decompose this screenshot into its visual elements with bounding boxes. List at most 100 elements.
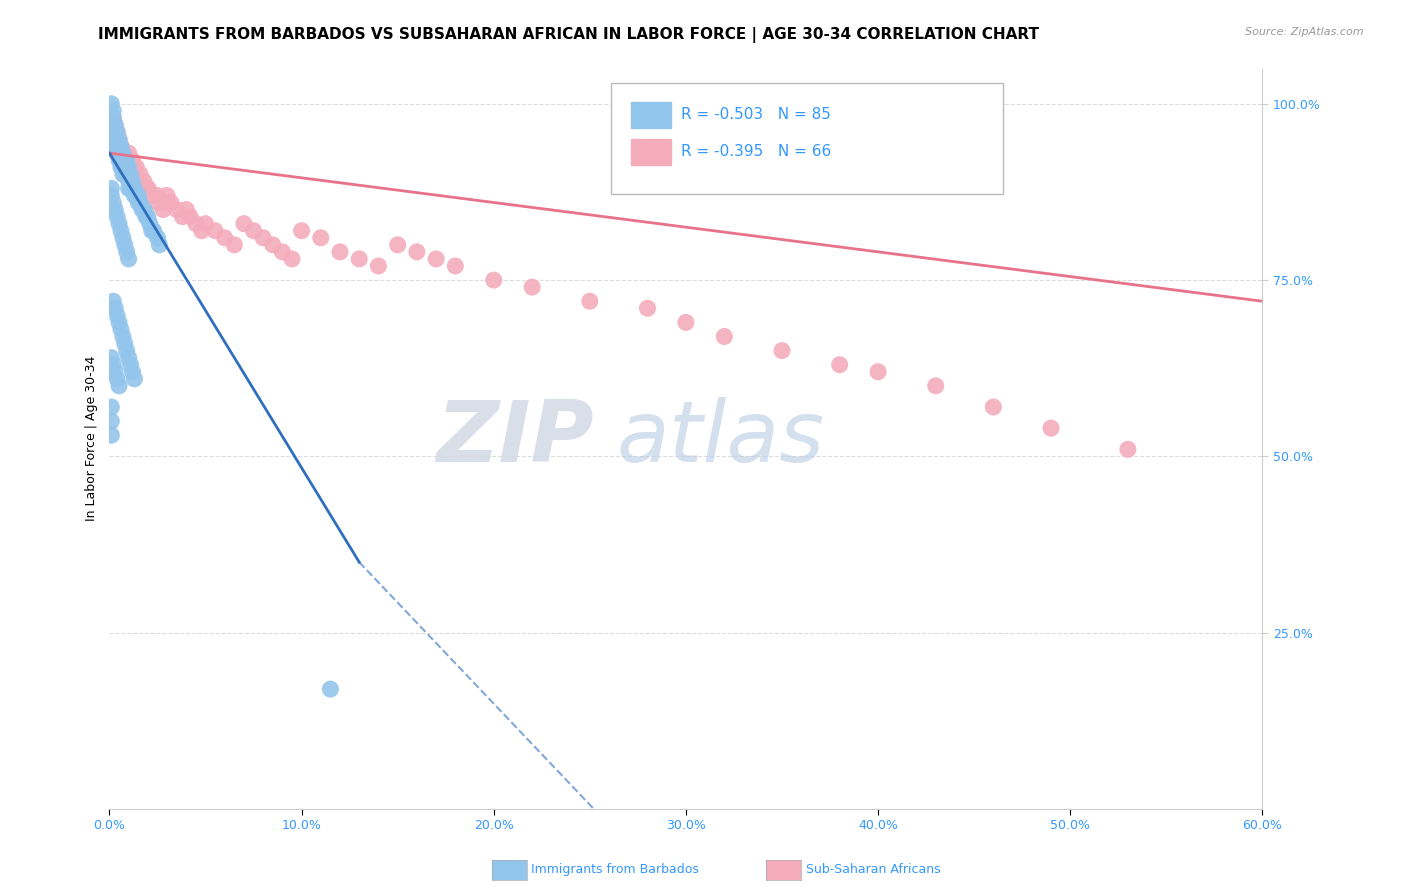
Point <box>184 217 207 231</box>
Point <box>104 139 127 153</box>
Point <box>174 202 197 217</box>
Point <box>117 181 139 195</box>
Point <box>100 428 122 442</box>
Point <box>103 195 125 210</box>
Point <box>111 146 134 161</box>
Point <box>110 160 132 174</box>
Point <box>141 224 163 238</box>
Point <box>114 336 136 351</box>
Point <box>108 379 131 393</box>
Point <box>100 414 122 428</box>
Point <box>770 343 793 358</box>
Point <box>579 294 602 309</box>
Point <box>141 188 163 202</box>
Point <box>125 188 148 202</box>
Point <box>124 372 146 386</box>
Point <box>367 259 389 273</box>
Text: ZIP: ZIP <box>436 397 593 480</box>
Point <box>675 315 697 329</box>
Point <box>214 231 236 245</box>
Point <box>103 118 125 132</box>
Point <box>232 217 254 231</box>
Point <box>108 217 131 231</box>
Point <box>115 343 138 358</box>
Point <box>252 231 274 245</box>
Text: R = -0.503   N = 85: R = -0.503 N = 85 <box>682 107 831 122</box>
Point <box>156 188 179 202</box>
Point <box>121 174 143 188</box>
Point <box>117 351 139 365</box>
Point <box>100 181 122 195</box>
Point <box>105 372 128 386</box>
Text: R = -0.395   N = 66: R = -0.395 N = 66 <box>682 144 831 159</box>
FancyBboxPatch shape <box>612 83 1002 194</box>
Point <box>120 358 142 372</box>
Point <box>115 244 138 259</box>
Point <box>868 365 890 379</box>
Point <box>108 146 131 161</box>
Point <box>103 103 125 118</box>
Point <box>132 174 155 188</box>
Point <box>120 167 142 181</box>
Point <box>117 252 139 266</box>
Point <box>108 153 131 168</box>
Text: Source: ZipAtlas.com: Source: ZipAtlas.com <box>1246 27 1364 37</box>
Point <box>100 400 122 414</box>
Point <box>114 153 136 168</box>
Point <box>1040 421 1063 435</box>
Point <box>204 224 226 238</box>
Point <box>713 329 735 343</box>
Point <box>110 139 132 153</box>
Point <box>983 400 1005 414</box>
Point <box>190 224 212 238</box>
Point <box>103 294 125 309</box>
Point <box>117 146 139 161</box>
Point <box>100 351 122 365</box>
Point <box>108 315 131 329</box>
Point <box>156 195 179 210</box>
Point <box>103 111 125 125</box>
Point <box>111 329 134 343</box>
Point <box>271 244 294 259</box>
Point <box>115 160 138 174</box>
Y-axis label: In Labor Force | Age 30-34: In Labor Force | Age 30-34 <box>86 356 98 522</box>
Point <box>117 160 139 174</box>
Text: Sub-Saharan Africans: Sub-Saharan Africans <box>806 863 941 876</box>
Point <box>522 280 544 294</box>
Point <box>125 160 148 174</box>
Point <box>224 237 246 252</box>
Point <box>146 231 169 245</box>
Point <box>110 153 132 168</box>
Point <box>179 210 201 224</box>
Point <box>110 146 132 161</box>
Point <box>127 174 149 188</box>
Point <box>319 682 342 697</box>
Point <box>111 146 134 161</box>
Point <box>135 210 157 224</box>
Point <box>131 202 153 217</box>
Point <box>114 167 136 181</box>
Point <box>444 259 467 273</box>
Point <box>194 217 217 231</box>
Point <box>152 202 174 217</box>
Point <box>104 125 127 139</box>
Point <box>110 322 132 336</box>
Point <box>172 210 194 224</box>
Point <box>148 237 170 252</box>
Point <box>104 132 127 146</box>
Point <box>146 188 169 202</box>
Point <box>309 231 332 245</box>
Point <box>104 139 127 153</box>
Text: IMMIGRANTS FROM BARBADOS VS SUBSAHARAN AFRICAN IN LABOR FORCE | AGE 30-34 CORREL: IMMIGRANTS FROM BARBADOS VS SUBSAHARAN A… <box>98 27 1039 43</box>
Point <box>111 160 134 174</box>
Point <box>281 252 304 266</box>
Point <box>262 237 284 252</box>
Point <box>136 210 159 224</box>
Bar <box>630 139 671 165</box>
Point <box>111 153 134 168</box>
Point <box>120 181 142 195</box>
Point <box>828 358 851 372</box>
Point <box>100 96 122 111</box>
Point <box>482 273 505 287</box>
Point <box>110 224 132 238</box>
